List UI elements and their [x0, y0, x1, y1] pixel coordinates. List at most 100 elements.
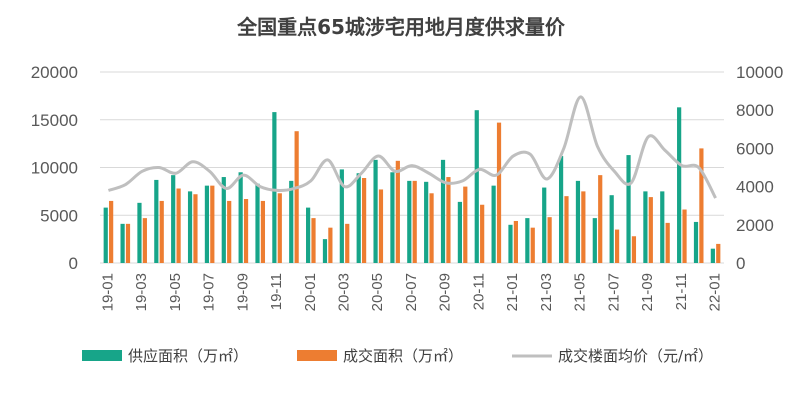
x-tick-label: 20-07	[403, 273, 420, 311]
y-left-tick-label: 0	[69, 254, 78, 273]
y-left-tick-label: 5000	[40, 206, 78, 225]
bar-deal	[598, 175, 603, 263]
bar-supply	[575, 180, 581, 263]
bar-supply	[424, 181, 429, 263]
bar-deal	[716, 243, 721, 263]
bar-deal	[395, 160, 400, 263]
bar-supply	[238, 172, 243, 263]
y-right-tick-label: 0	[736, 254, 745, 273]
bar-deal	[311, 218, 316, 263]
bar-supply	[103, 207, 108, 263]
x-tick-label: 20-05	[369, 273, 386, 311]
bar-deal	[109, 200, 114, 263]
bar-supply	[626, 155, 631, 263]
x-tick-label: 20-09	[437, 273, 454, 311]
x-tick-label: 22-01	[707, 273, 724, 311]
bar-deal	[125, 223, 131, 263]
bar-supply	[592, 218, 597, 263]
line-layer	[107, 95, 717, 199]
bar-supply	[154, 179, 159, 263]
bar-supply	[120, 223, 125, 263]
bar-deal	[328, 227, 333, 263]
left-axis: 0 5000 10000 15000 20000	[31, 63, 78, 273]
bar-supply	[542, 187, 547, 263]
x-tick-label: 19-05	[167, 273, 184, 311]
bar-deal	[142, 218, 147, 263]
bar-supply	[322, 239, 328, 263]
bar-deal	[480, 204, 485, 263]
bar-supply	[491, 185, 496, 263]
bar-supply	[609, 195, 614, 263]
x-tick-label: 19-03	[133, 273, 150, 311]
legend-label-supply: 供应面积（万㎡）	[128, 347, 248, 365]
y-right-tick-label: 2000	[736, 216, 774, 235]
bar-deal	[362, 178, 367, 263]
bar-supply	[558, 156, 564, 263]
x-axis: 19-01 19-03 19-05 19-07 19-09 19-11 20-01 20-03…	[99, 273, 723, 311]
bar-deal	[243, 199, 249, 263]
bar-deal	[378, 189, 384, 263]
x-tick-label: 21-03	[538, 273, 555, 311]
price-line	[107, 95, 717, 199]
bar-deal	[294, 131, 299, 263]
bar-supply	[356, 173, 361, 263]
bar-deal	[345, 223, 350, 263]
y-right-tick-label: 6000	[736, 139, 774, 158]
bar-deal	[412, 180, 417, 263]
bar-deal	[564, 196, 569, 263]
bar-supply	[440, 159, 446, 263]
x-tick-label: 20-03	[336, 273, 353, 311]
x-tick-label: 20-01	[302, 273, 319, 311]
legend-label-price: 成交楼面均价（元/㎡）	[558, 347, 713, 365]
bar-deal	[429, 193, 434, 263]
bar-deal	[463, 186, 468, 263]
bar-supply	[373, 159, 378, 263]
bar-deal	[513, 220, 518, 263]
bar-supply	[474, 110, 479, 263]
bar-deal	[614, 229, 620, 263]
bar-supply	[457, 201, 462, 263]
bar-deal	[176, 188, 181, 263]
legend-swatch-deal	[297, 350, 337, 361]
bar-deal	[496, 122, 502, 264]
bar-deal	[210, 185, 215, 263]
right-axis: 0 2000 4000 6000 8000 10000	[736, 63, 783, 273]
bar-deal	[159, 200, 164, 263]
x-tick-label: 19-09	[234, 273, 251, 311]
bar-supply	[171, 175, 176, 263]
legend: 供应面积（万㎡） 成交面积（万㎡） 成交楼面均价（元/㎡）	[82, 347, 713, 365]
bar-deal	[193, 194, 198, 263]
bar-supply	[339, 169, 344, 263]
x-tick-label: 21-09	[639, 273, 656, 311]
y-right-tick-label: 8000	[736, 101, 774, 120]
bar-supply	[643, 191, 648, 263]
bar-deal	[227, 200, 232, 263]
bar-supply	[693, 221, 699, 263]
bar-deal	[530, 227, 535, 263]
bar-supply	[221, 177, 226, 263]
bar-supply	[255, 183, 260, 263]
y-left-tick-label: 15000	[31, 111, 78, 130]
bar-deal	[277, 193, 282, 263]
y-right-tick-label: 10000	[736, 63, 783, 82]
x-tick-label: 21-05	[572, 273, 589, 311]
bar-supply	[710, 248, 715, 263]
bar-supply	[677, 107, 682, 264]
x-tick-label: 19-01	[99, 273, 116, 311]
y-left-tick-label: 20000	[31, 63, 78, 82]
x-tick-label: 20-11	[470, 273, 487, 310]
bar-supply	[187, 191, 193, 263]
bar-deal	[260, 200, 266, 263]
bar-deal	[581, 191, 586, 263]
bar-deal	[547, 217, 552, 263]
bar-supply	[508, 224, 513, 263]
x-tick-label: 21-11	[673, 273, 690, 310]
bar-supply	[204, 185, 210, 263]
bar-deal	[648, 197, 653, 263]
x-tick-label: 21-01	[504, 273, 521, 311]
bar-supply	[660, 191, 665, 263]
chart-title: 全国重点65城涉宅用地月度供求量价	[236, 15, 566, 39]
y-right-tick-label: 4000	[736, 178, 774, 197]
